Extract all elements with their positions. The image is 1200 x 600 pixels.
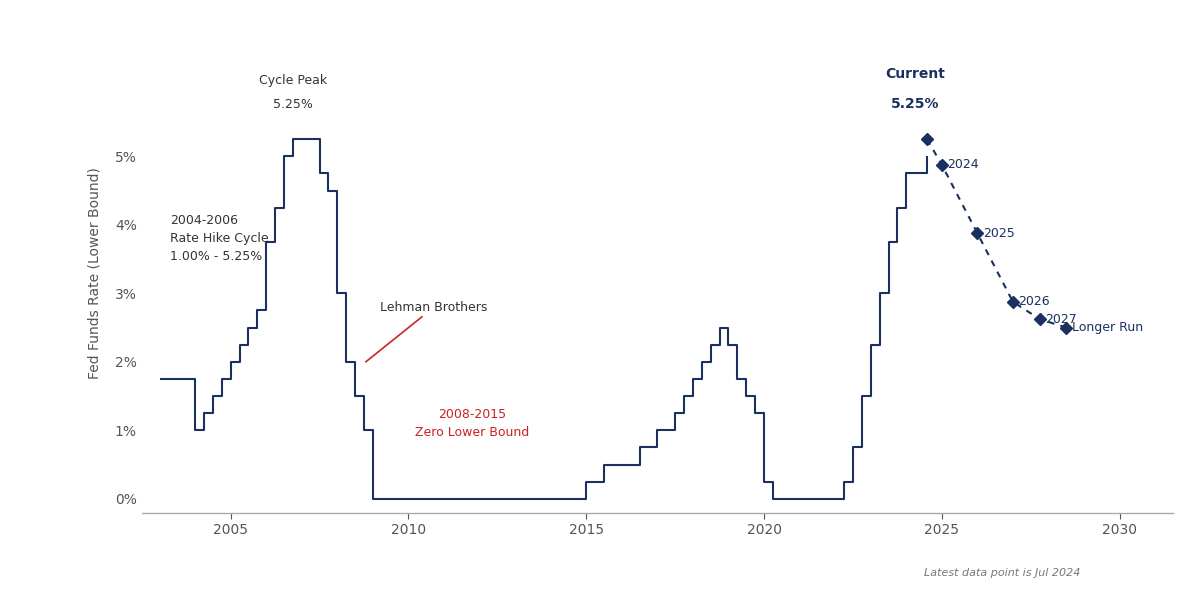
Text: 2025: 2025: [983, 227, 1014, 240]
Text: Cycle Peak: Cycle Peak: [259, 74, 326, 88]
Text: Current: Current: [886, 67, 946, 80]
Text: 5.25%: 5.25%: [272, 98, 313, 112]
Text: 2024: 2024: [947, 158, 979, 172]
Text: 2008-2015
Zero Lower Bound: 2008-2015 Zero Lower Bound: [415, 408, 529, 439]
Text: Lehman Brothers: Lehman Brothers: [366, 301, 487, 362]
Text: Longer Run: Longer Run: [1072, 321, 1142, 334]
Text: 2026: 2026: [1019, 295, 1050, 308]
Text: 2004-2006
Rate Hike Cycle
1.00% - 5.25%: 2004-2006 Rate Hike Cycle 1.00% - 5.25%: [170, 214, 269, 263]
Y-axis label: Fed Funds Rate (Lower Bound): Fed Funds Rate (Lower Bound): [88, 167, 101, 379]
Text: 5.25%: 5.25%: [890, 97, 940, 112]
Text: Latest data point is Jul 2024: Latest data point is Jul 2024: [924, 568, 1080, 578]
Text: 2027: 2027: [1045, 313, 1076, 326]
